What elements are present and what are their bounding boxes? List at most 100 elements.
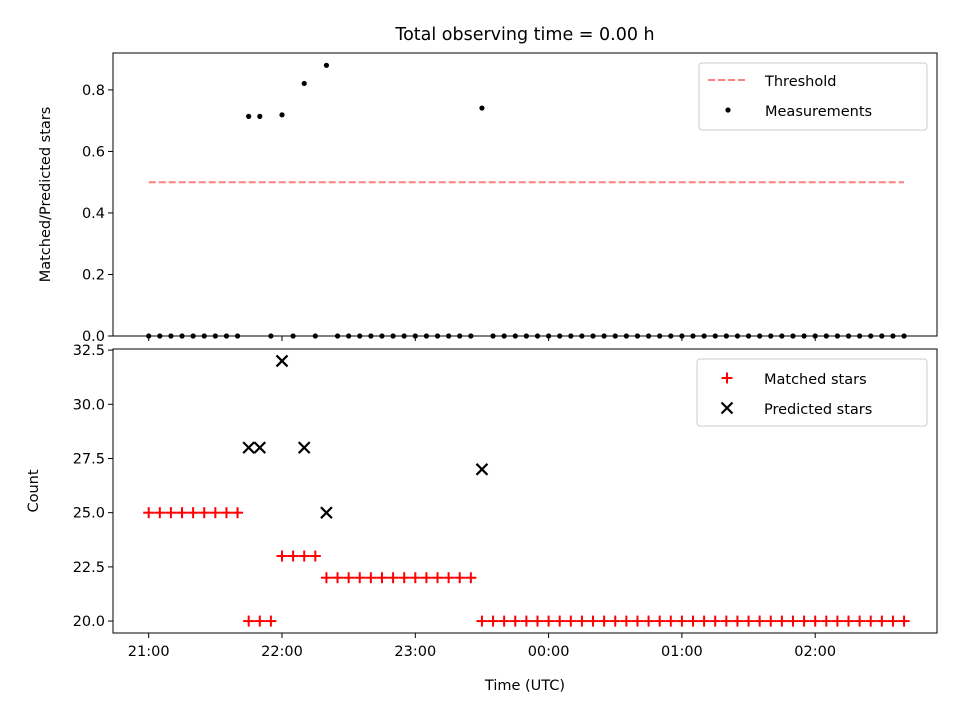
matched-star-point (232, 507, 244, 519)
matched-star-point (165, 507, 177, 519)
top-y-tick-label: 0.2 (82, 267, 105, 283)
matched-star-point (443, 572, 455, 584)
top-y-ticks: 0.0 0.2 0.4 0.6 0.8 (82, 83, 113, 345)
predicted-star-point (253, 441, 267, 454)
legend-matched-label: Matched stars (764, 372, 867, 388)
matched-star-point (287, 550, 299, 562)
legend-measurements-label: Measurements (765, 104, 872, 120)
predicted-star-point (242, 441, 255, 454)
matched-star-point (765, 615, 777, 627)
matched-star-point (243, 615, 255, 627)
matched-star-point (787, 615, 799, 627)
matched-star-point (254, 615, 266, 627)
matched-star-point (354, 572, 366, 584)
matched-star-point (598, 615, 610, 627)
matched-star-point (543, 615, 555, 627)
matched-star-point (398, 572, 410, 584)
legend-matched-swatch (721, 372, 733, 384)
matched-star-point (776, 615, 788, 627)
matched-star-point (576, 615, 588, 627)
matched-star-point (743, 615, 755, 627)
matched-star-point (843, 615, 855, 627)
legend-predicted-swatch (720, 401, 734, 415)
bottom-plot-area (143, 354, 910, 627)
matched-star-point (498, 615, 510, 627)
matched-star-point (298, 550, 310, 562)
matched-star-point (820, 615, 832, 627)
matched-star-point (376, 572, 388, 584)
matched-star-point (454, 572, 466, 584)
top-y-tick-label: 0.6 (82, 144, 105, 160)
top-y-tick-label: 0.8 (82, 83, 105, 99)
matched-star-point (154, 507, 166, 519)
top-y-axis-label: Matched/Predicted stars (38, 107, 54, 283)
matched-star-point (365, 572, 377, 584)
matched-star-point (709, 615, 721, 627)
measurement-point (479, 105, 485, 111)
matched-star-point (831, 615, 843, 627)
matched-star-point (509, 615, 521, 627)
matched-star-point (809, 615, 821, 627)
matched-star-point (487, 615, 499, 627)
matched-star-point (676, 615, 688, 627)
bottom-x-ticks: 21:00 22:00 23:00 00:00 01:00 02:00 (128, 633, 836, 660)
bottom-legend-box (696, 358, 928, 427)
matched-star-point (631, 615, 643, 627)
bottom-y-tick-label: 25.0 (73, 506, 105, 522)
top-x-ticks (148, 336, 816, 341)
bottom-y-tick-label: 32.5 (73, 343, 105, 359)
matched-star-point (854, 615, 866, 627)
measurement-point (301, 80, 307, 87)
matched-star-point (332, 572, 344, 584)
bottom-panel: Count Time (UTC) 20.0 22.5 25.0 27.5 30.0 32.… (26, 343, 938, 694)
matched-star-point (898, 615, 910, 627)
bottom-y-tick-label: 22.5 (73, 560, 105, 576)
predicted-star-point (275, 354, 289, 368)
matched-star-point (876, 615, 888, 627)
matched-star-point (531, 615, 543, 627)
top-legend-box (698, 62, 928, 131)
predicted-star-point (297, 441, 311, 454)
bottom-legend: Matched stars Predicted stars (696, 358, 928, 427)
top-legend: Threshold Measurements (698, 62, 928, 131)
matched-star-point (754, 615, 766, 627)
matched-star-point (665, 615, 677, 627)
matched-star-point (687, 615, 699, 627)
matched-star-point (643, 615, 655, 627)
bottom-x-tick-label: 22:00 (261, 644, 303, 660)
bottom-y-axis-label: Count (26, 469, 42, 512)
matched-star-point (309, 550, 321, 562)
matched-star-point (276, 550, 288, 562)
matched-star-point (220, 507, 232, 519)
matched-star-point (609, 615, 621, 627)
measurement-point (323, 62, 330, 68)
measurement-point (246, 113, 252, 119)
legend-threshold-label: Threshold (764, 74, 836, 90)
matched-star-point (887, 615, 899, 627)
bottom-y-tick-label: 30.0 (73, 397, 105, 413)
matched-star-point (320, 572, 332, 584)
matched-star-point (587, 615, 599, 627)
matched-star-point (520, 615, 532, 627)
matched-star-point (187, 507, 199, 519)
matched-star-point (620, 615, 632, 627)
bottom-y-tick-label: 20.0 (73, 614, 105, 630)
matched-star-point (731, 615, 743, 627)
bottom-x-tick-label: 23:00 (394, 644, 436, 660)
matched-star-point (198, 507, 210, 519)
bottom-y-tick-label: 27.5 (73, 451, 105, 467)
matched-star-point (798, 615, 810, 627)
matched-star-point (720, 615, 732, 627)
top-y-tick-label: 0.0 (82, 329, 105, 345)
matched-star-point (432, 572, 444, 584)
matched-star-point (476, 615, 488, 627)
matched-star-point (209, 507, 221, 519)
top-panel: Total observing time = 0.00 h Matched/Pr… (38, 25, 938, 345)
matched-star-point (409, 572, 421, 584)
top-chart-title: Total observing time = 0.00 h (394, 25, 654, 45)
matched-star-point (420, 572, 432, 584)
matched-star-point (698, 615, 710, 627)
measurement-point (279, 112, 285, 118)
matched-star-point (554, 615, 566, 627)
top-axes-frame (112, 52, 938, 337)
